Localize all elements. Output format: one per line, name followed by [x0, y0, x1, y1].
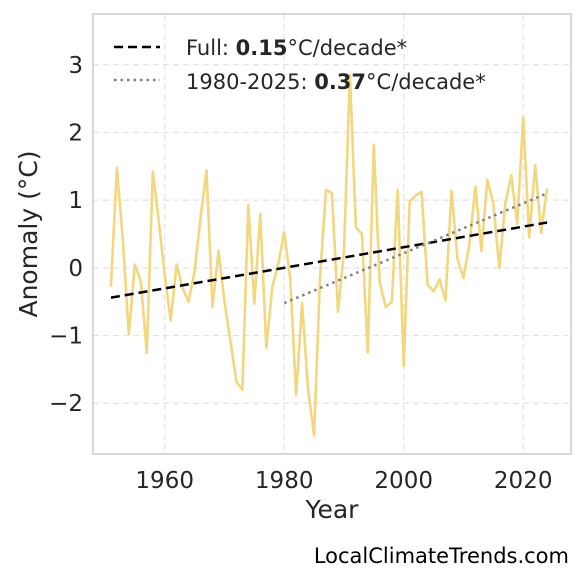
- y-ticks: −2 −1 0 1 2 3: [49, 53, 83, 417]
- legend-full-suffix: °C/decade*: [288, 36, 408, 60]
- y-tick-label: −2: [49, 391, 83, 417]
- legend-recent-suffix: °C/decade*: [366, 70, 486, 94]
- watermark: LocalClimateTrends.com: [313, 544, 569, 568]
- x-tick-label: 1980: [255, 468, 314, 494]
- recent-trend-line: [283, 192, 548, 305]
- legend: Full: 0.15°C/decade* 1980-2025: 0.37°C/d…: [114, 36, 486, 94]
- plot-background: [93, 14, 571, 454]
- x-tick-label: 1960: [135, 468, 194, 494]
- trend-layer: [110, 192, 548, 305]
- legend-full-label: Full: 0.15°C/decade*: [186, 36, 407, 60]
- series-layer: [109, 73, 549, 438]
- full-trend-line: [110, 221, 548, 299]
- y-tick-label: 0: [68, 256, 83, 282]
- y-tick-label: −1: [49, 324, 83, 350]
- x-tick-label: 2000: [374, 468, 433, 494]
- y-tick-label: 1: [68, 188, 83, 214]
- plot-frame: [92, 13, 572, 455]
- legend-recent-rate: 0.37: [314, 70, 366, 94]
- y-axis-label: Anomaly (°C): [14, 150, 43, 317]
- legend-full-prefix: Full:: [186, 36, 236, 60]
- legend-recent-prefix: 1980-2025:: [186, 70, 314, 94]
- y-tick-label: 3: [68, 53, 83, 79]
- x-tick-label: 2020: [494, 468, 553, 494]
- legend-recent-label: 1980-2025: 0.37°C/decade*: [186, 70, 486, 94]
- y-tick-label: 2: [68, 120, 83, 146]
- x-ticks: 1960 1980 2000 2020: [135, 468, 552, 494]
- anomaly-series-line: [109, 73, 549, 438]
- x-axis-label: Year: [305, 495, 360, 524]
- legend-full-rate: 0.15: [236, 36, 288, 60]
